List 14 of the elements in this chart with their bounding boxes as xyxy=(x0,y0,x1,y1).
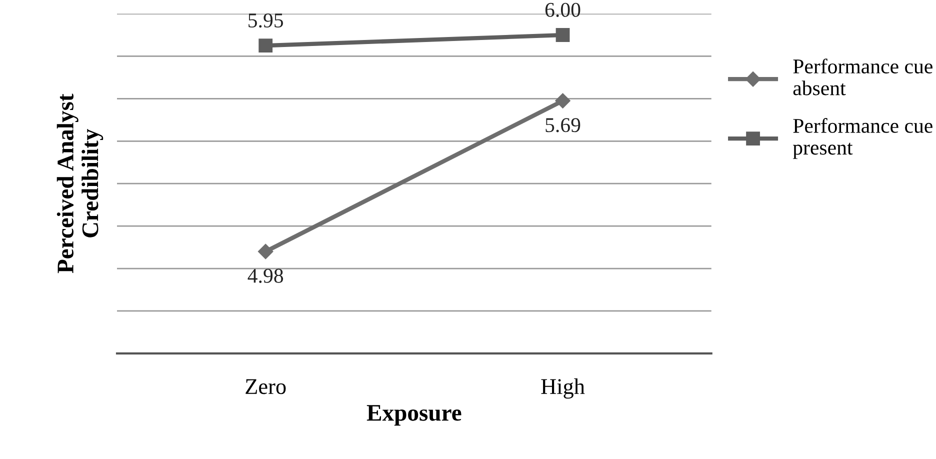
x-axis-title: Exposure xyxy=(366,405,462,426)
point xyxy=(258,38,273,53)
x-tick-label: Zero xyxy=(246,379,286,394)
legend-label: Performance cue present xyxy=(792,118,932,159)
x-tick-label: High xyxy=(541,378,585,399)
data-label: 5.95 xyxy=(248,13,284,28)
point xyxy=(555,93,570,108)
data-label: 5.69 xyxy=(546,118,580,132)
y-axis-title: Perceived Analyst Credibility xyxy=(56,94,104,274)
point xyxy=(258,244,274,260)
point xyxy=(556,28,570,42)
data-label: 6.00 xyxy=(545,2,580,17)
legend-label: Performance cue absent xyxy=(793,58,932,96)
data-label: 4.98 xyxy=(248,268,284,283)
